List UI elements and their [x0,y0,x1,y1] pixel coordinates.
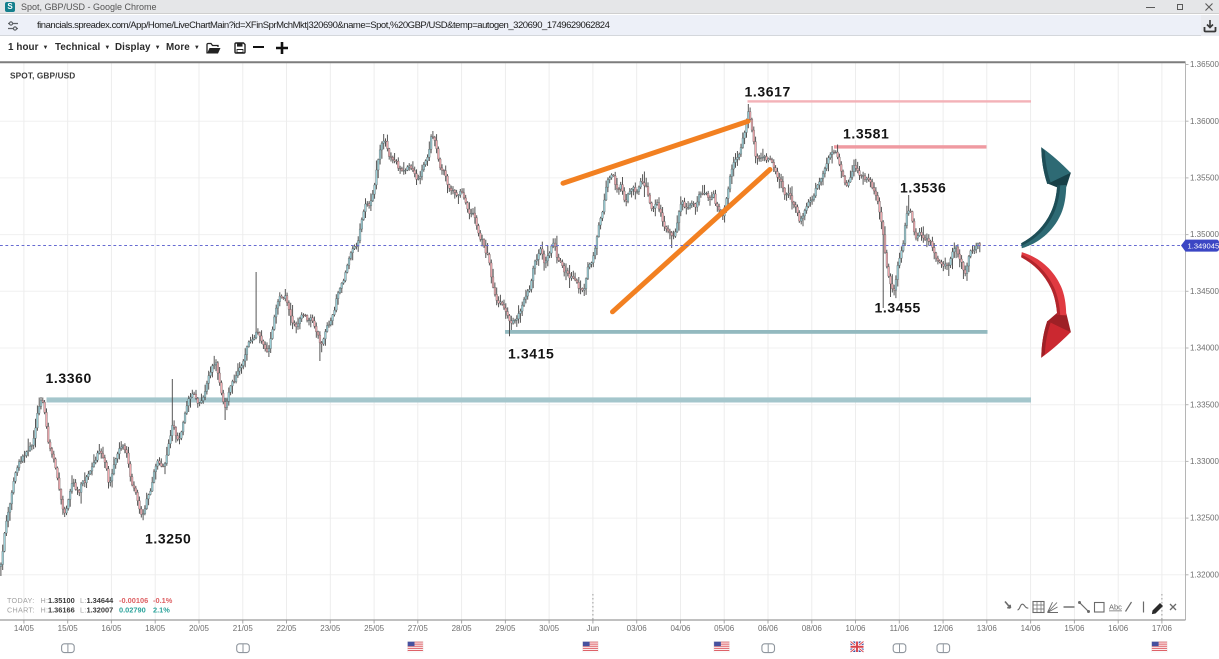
svg-text:04/06: 04/06 [670,624,691,633]
svg-text:1.32007: 1.32007 [87,606,114,615]
svg-text:25/05: 25/05 [364,624,385,633]
svg-text:16/05: 16/05 [101,624,122,633]
svg-text:27/05: 27/05 [408,624,429,633]
svg-text:1.35000: 1.35000 [1190,230,1219,239]
svg-text:1.33500: 1.33500 [1190,400,1219,409]
svg-text:29/05: 29/05 [495,624,516,633]
svg-text:28/05: 28/05 [452,624,473,633]
svg-text:1.3536: 1.3536 [900,180,946,196]
svg-text:1.3250: 1.3250 [145,531,191,547]
svg-text:20/05: 20/05 [189,624,210,633]
svg-text:2.1%: 2.1% [153,606,170,615]
svg-text:14/06: 14/06 [1021,624,1042,633]
svg-text:14/05: 14/05 [14,624,35,633]
svg-text:06/06: 06/06 [758,624,779,633]
svg-text:16/06: 16/06 [1108,624,1129,633]
svg-text:Abc: Abc [1109,603,1122,612]
svg-text:17/06: 17/06 [1152,624,1173,633]
svg-text:1.36000: 1.36000 [1190,117,1219,126]
svg-text:1.3455: 1.3455 [875,300,921,316]
svg-text:1.34500: 1.34500 [1190,287,1219,296]
svg-text:1.349045: 1.349045 [1188,241,1219,250]
svg-text:18/05: 18/05 [145,624,166,633]
svg-text:03/06: 03/06 [627,624,648,633]
svg-text:05/06: 05/06 [714,624,735,633]
svg-text:12/06: 12/06 [933,624,954,633]
svg-text:1.3360: 1.3360 [46,370,92,386]
svg-text:15/05: 15/05 [58,624,79,633]
svg-text:11/06: 11/06 [890,624,910,633]
svg-text:1.33000: 1.33000 [1190,457,1219,466]
svg-text:-0.00106: -0.00106 [119,596,148,605]
svg-text:23/05: 23/05 [320,624,341,633]
svg-text:1.36166: 1.36166 [48,606,75,615]
svg-text:Jun: Jun [586,624,599,633]
svg-text:30/05: 30/05 [539,624,560,633]
svg-text:1.34000: 1.34000 [1190,344,1219,353]
svg-text:10/06: 10/06 [845,624,866,633]
svg-text:1.34644: 1.34644 [87,596,115,605]
svg-text:CHART:: CHART: [7,606,35,615]
svg-text:08/06: 08/06 [802,624,823,633]
svg-text:13/06: 13/06 [977,624,998,633]
svg-text:1.3617: 1.3617 [745,84,791,100]
svg-text:22/05: 22/05 [276,624,297,633]
svg-text:1.32500: 1.32500 [1190,514,1219,523]
svg-text:1.32000: 1.32000 [1190,570,1219,579]
svg-text:TODAY:: TODAY: [7,596,35,605]
svg-text:1.3415: 1.3415 [508,346,554,362]
svg-text:1.35100: 1.35100 [48,596,75,605]
svg-text:21/05: 21/05 [233,624,254,633]
svg-text:1.3581: 1.3581 [843,126,889,142]
svg-text:-0.1%: -0.1% [153,596,173,605]
svg-text:1.36500: 1.36500 [1190,61,1219,69]
svg-text:0.02790: 0.02790 [119,606,146,615]
svg-text:SPOT, GBP/USD: SPOT, GBP/USD [10,71,75,81]
svg-text:1.35500: 1.35500 [1190,174,1219,183]
svg-text:15/06: 15/06 [1064,624,1085,633]
